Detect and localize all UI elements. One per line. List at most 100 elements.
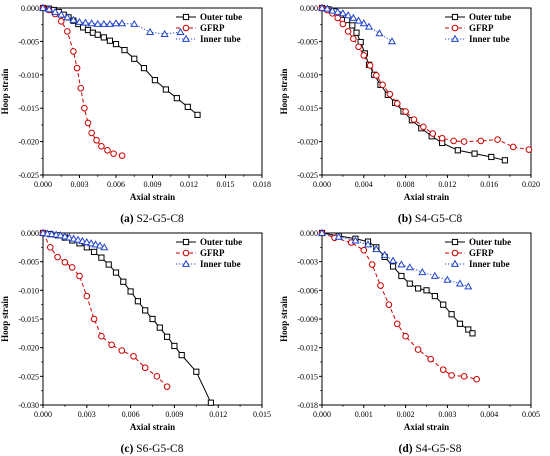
data-point [171,342,178,350]
data-point [355,43,362,51]
data-point [176,27,185,35]
data-point [368,261,376,268]
y-tick-label: 0.000 [300,229,318,238]
panel-c: 0.000 0.003 0.006 0.009 0.012 0.015 0.000 -0.00… [0,228,271,455]
x-tick-label: 0.006 [122,410,140,419]
data-point [54,253,61,261]
data-point [76,272,83,280]
data-point [386,90,394,98]
legend-label: GFRP [200,248,225,258]
y-tick-label: -0.025 [297,171,318,180]
y-tick-label: -0.015 [297,372,318,381]
data-point [351,236,360,244]
y-tick-label: -0.005 [18,37,39,46]
panel-a: 0.000 0.003 0.006 0.009 0.012 0.015 0.018 0.000… [0,3,271,225]
data-point [69,234,78,242]
data-point [193,368,200,375]
data-point [443,275,452,283]
panel-letter: (b) [398,213,412,225]
y-tick-label: -0.009 [297,315,318,324]
legend-label: Inner tube [469,259,510,269]
data-point [344,28,352,35]
y-tick-label: -0.010 [18,286,39,295]
data-point [160,29,169,37]
data-point [105,261,112,268]
data-point [81,18,90,26]
series-inner-tube [38,3,185,37]
data-point [406,280,413,287]
data-point [131,55,138,62]
data-point [372,245,381,253]
data-point [82,237,91,246]
data-point [130,352,137,360]
data-point [317,3,327,11]
legend-marker [451,24,459,32]
data-point [118,152,126,159]
data-point [464,282,473,290]
data-point [418,267,427,276]
data-point [156,324,163,331]
data-point [56,231,65,239]
data-point [393,320,401,328]
data-point [84,119,92,127]
data-point [317,228,327,236]
series-gfrp [39,229,171,390]
data-point [373,72,380,79]
data-point [104,146,111,154]
data-point [456,320,464,327]
data-point [52,230,61,238]
data-point [471,150,478,157]
data-point [63,13,72,21]
data-point [334,232,343,240]
y-tick-label: -0.025 [18,372,39,381]
legend-marker [450,34,460,42]
y-tick-label: -0.030 [18,401,39,410]
y-tick-label: -0.015 [18,315,39,324]
legend-label: Outer tube [469,237,511,247]
data-point [146,27,155,35]
data-point [81,104,88,112]
x-axis-label: Axial strain [130,192,175,202]
data-point [105,19,114,27]
data-point [450,137,457,145]
data-point [111,19,121,27]
data-point [430,271,439,279]
data-point [75,17,84,25]
data-point [354,16,363,24]
data-point [134,298,142,305]
data-point [393,100,401,107]
panel-letter: (c) [121,443,134,455]
panel-letter: (a) [120,213,134,225]
data-point [360,52,368,59]
x-tick-label: 0.005 [522,410,540,419]
data-point [333,7,342,15]
y-tick-label: 0.000 [300,4,318,13]
data-point [163,383,171,390]
panel-caption: (d) S4-G5-S8 [399,443,462,455]
x-tick-label: 0.012 [438,180,456,189]
series-inner-tube [38,228,109,251]
legend-marker [182,24,190,32]
data-point [112,40,120,48]
x-tick-label: 0.012 [209,410,227,419]
series-line [321,232,473,334]
data-point [415,285,422,292]
data-point [501,157,508,164]
x-tick-label: 0.009 [144,180,162,189]
data-point [173,95,180,102]
data-point [438,134,446,142]
data-point [423,287,430,294]
data-point [78,236,87,244]
series-outer-tube [39,229,215,406]
x-tick-label: 0.015 [253,410,271,419]
data-point [385,301,393,308]
data-point [68,264,76,271]
legend-marker [182,238,190,246]
legend-marker [182,249,190,257]
data-point [402,332,409,340]
legend-marker [451,238,459,246]
data-point [349,22,356,29]
data-point [149,315,156,323]
